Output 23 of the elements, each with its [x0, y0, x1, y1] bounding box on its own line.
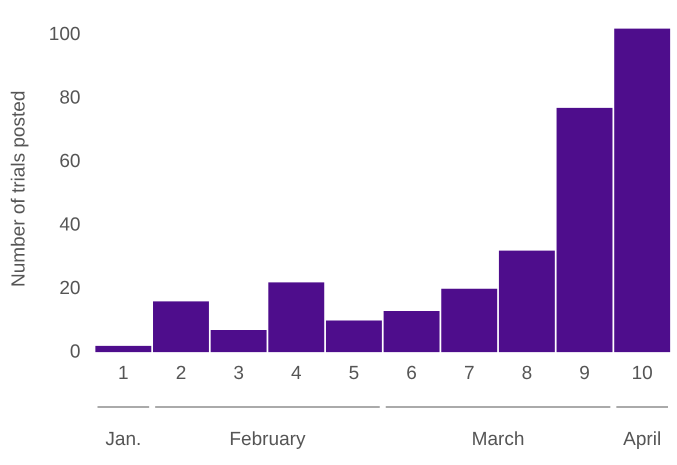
x-tick-label: 1	[118, 362, 129, 384]
bar	[441, 288, 498, 352]
y-axis-title: Number of trials posted	[8, 90, 30, 288]
x-tick-label: 2	[176, 362, 186, 384]
y-tick-label: 20	[59, 278, 80, 299]
y-tick-label: 100	[48, 24, 80, 46]
x-tick-label: 5	[348, 362, 360, 384]
x-tick-label: 10	[632, 362, 653, 384]
x-tick-label: 9	[579, 362, 590, 384]
y-tick-label: 0	[70, 341, 80, 362]
x-tick-label: 7	[464, 362, 475, 384]
x-tick-label: 4	[290, 362, 302, 384]
y-tick-label: 40	[59, 214, 80, 236]
x-tick-label: 3	[233, 362, 244, 384]
text: March	[472, 429, 524, 450]
text: February	[229, 429, 306, 450]
x-tick-label: 6	[406, 362, 417, 384]
bar	[268, 282, 324, 352]
y-tick-label: 60	[59, 151, 80, 172]
y-tick-label: 80	[59, 88, 80, 109]
text: April	[623, 429, 662, 450]
text: Jan.	[105, 429, 142, 450]
x-tick-label: 8	[522, 362, 532, 384]
